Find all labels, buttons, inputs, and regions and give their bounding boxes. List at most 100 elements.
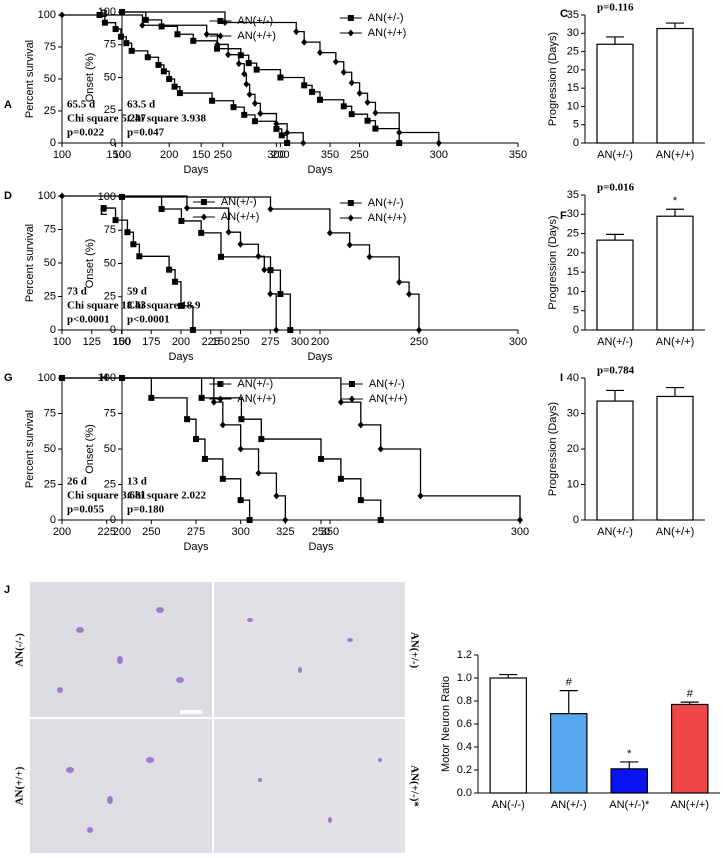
y-tick-label: 0.2 <box>457 764 472 776</box>
y-tick-label: 100 <box>38 9 56 21</box>
y-tick-label: 5 <box>573 119 579 131</box>
x-tick-label: 350 <box>321 149 339 161</box>
micrograph-label: AN(+/-) <box>408 632 420 669</box>
x-axis-label: Days <box>183 541 209 553</box>
x-axis-label: Days <box>308 541 334 553</box>
y-tick-label: 30 <box>567 27 579 39</box>
x-tick-label: 100 <box>53 336 71 348</box>
legend-marker <box>348 381 355 387</box>
legend-label: AN(+/+) <box>368 27 407 39</box>
bar <box>596 43 634 144</box>
y-tick-label: 10 <box>567 478 579 490</box>
annotation: Chi square 18.43 <box>67 300 146 312</box>
y-tick-label: 10 <box>567 285 579 297</box>
y-tick-label: 75 <box>104 224 116 236</box>
step <box>375 112 400 133</box>
step <box>122 196 272 209</box>
step <box>240 499 251 520</box>
micrograph <box>30 719 212 853</box>
x-tick-label: 150 <box>106 149 124 161</box>
annotation: 13 d <box>127 476 147 488</box>
y-axis-label: Onset (%) <box>84 424 96 474</box>
legend-marker <box>347 200 354 206</box>
y-tick-label: 75 <box>104 39 116 51</box>
y-tick-label: 25 <box>567 227 579 239</box>
x-tick-label: 300 <box>509 336 527 348</box>
step <box>241 418 262 440</box>
legend-label: AN(+/-) <box>237 15 273 27</box>
y-tick-label: 100 <box>98 191 116 203</box>
bar-label: # <box>687 688 694 700</box>
error-bar <box>666 208 684 217</box>
annotation: p=0.047 <box>127 127 165 139</box>
legend-label: AN(+/+) <box>237 393 276 405</box>
annotation: p=0.016 <box>597 182 635 194</box>
step <box>222 478 242 501</box>
step <box>280 293 291 330</box>
step <box>349 244 371 257</box>
step <box>201 397 243 420</box>
step <box>181 220 202 233</box>
annotation: 63.5 d <box>127 99 155 111</box>
y-tick-label: 35 <box>567 9 579 21</box>
step <box>193 40 218 49</box>
y-axis-label: Progression (Days) <box>547 402 559 496</box>
step <box>122 377 342 403</box>
step <box>240 448 260 474</box>
y-tick-label: 1.0 <box>457 672 472 684</box>
y-tick-label: 30 <box>567 407 579 419</box>
y-tick-label: 0 <box>573 137 579 149</box>
micrograph <box>214 719 405 853</box>
y-tick-label: 20 <box>567 443 579 455</box>
x-tick-label: 100 <box>53 149 71 161</box>
bar <box>656 27 694 144</box>
step <box>276 495 286 520</box>
step <box>187 418 197 440</box>
step <box>409 293 420 330</box>
step <box>179 92 213 101</box>
y-tick-label: 0.6 <box>457 718 472 730</box>
legend-marker <box>200 213 207 221</box>
y-tick-label: 0 <box>50 137 56 149</box>
bar <box>549 713 588 794</box>
annotation: p=0.055 <box>67 504 105 516</box>
x-tick-label: 150 <box>192 149 210 161</box>
y-tick-label: 100 <box>38 190 56 202</box>
annotation: p=0.784 <box>597 365 635 377</box>
error-bar <box>559 690 578 714</box>
y-tick-label: 100 <box>98 6 116 18</box>
annotation: Chi square 2.022 <box>127 490 206 502</box>
step <box>360 424 382 449</box>
y-tick-label: 0.8 <box>457 695 472 707</box>
annotation: Chi square 5.247 <box>67 113 146 125</box>
x-tick-label: AN(+/+) <box>656 149 695 161</box>
step <box>240 243 259 257</box>
y-tick-label: 50 <box>104 443 116 455</box>
y-tick-label: 50 <box>44 257 56 269</box>
x-tick-label: 200 <box>271 149 289 161</box>
step <box>270 269 282 295</box>
y-tick-label: 100 <box>38 372 56 384</box>
step <box>360 499 382 520</box>
legend-marker <box>217 32 224 40</box>
y-tick-label: 1.2 <box>457 649 472 661</box>
legend-label: AN(+/-) <box>221 196 257 208</box>
x-axis-label: Days <box>168 351 194 363</box>
step <box>304 41 321 53</box>
y-tick-label: 75 <box>44 41 56 53</box>
micrograph-label: AN(+/+) <box>14 766 26 805</box>
x-tick-label: 100 <box>113 149 131 161</box>
x-tick-label: AN(+/-) <box>597 149 633 161</box>
y-tick-label: 25 <box>44 478 56 490</box>
y-tick-label: 75 <box>44 407 56 419</box>
annotation: 26 d <box>67 476 87 488</box>
legend-marker <box>347 214 354 222</box>
scale-bar <box>180 710 202 714</box>
y-axis-label: Motor Neuron Ratio <box>440 676 452 772</box>
step <box>212 100 235 108</box>
x-tick-label: 350 <box>509 149 527 161</box>
panel-letter: H <box>100 372 108 384</box>
step <box>181 305 194 330</box>
marker <box>287 327 294 333</box>
